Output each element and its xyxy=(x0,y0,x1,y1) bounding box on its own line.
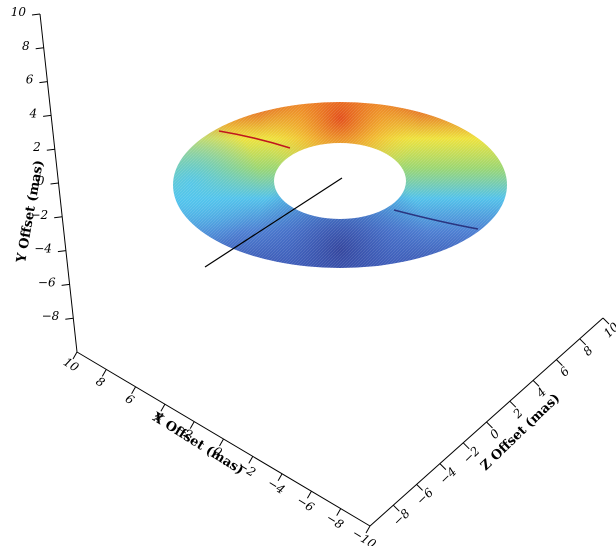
line-black xyxy=(204,177,343,268)
z-axis-tick xyxy=(462,442,470,450)
z-axis-tick-label: −8 xyxy=(390,506,413,529)
y-axis-tick-label: 10 xyxy=(11,5,27,19)
y-axis-tick xyxy=(50,182,59,185)
z-axis-tick xyxy=(392,504,400,512)
y-axis-tick-label: 2 xyxy=(32,140,41,154)
y-axis-tick xyxy=(61,283,70,286)
z-axis-tick xyxy=(486,421,493,429)
y-axis-tick-label: −2 xyxy=(30,208,48,222)
x-axis-tick xyxy=(72,351,78,360)
y-axis-tick-label: 4 xyxy=(28,106,37,120)
y-axis-tick xyxy=(65,317,74,320)
z-axis-tick-label: 8 xyxy=(580,343,595,359)
z-axis-tick xyxy=(556,359,563,366)
z-axis-tick-label: 10 xyxy=(601,320,616,341)
x-axis-tick xyxy=(306,490,312,499)
z-axis-tick xyxy=(602,317,610,325)
x-axis-tick-label: −4 xyxy=(265,476,287,497)
x-axis-tick xyxy=(336,508,342,516)
disk-surface xyxy=(150,95,530,280)
z-axis-tick-label: −6 xyxy=(414,485,437,508)
y-axis-tick xyxy=(39,81,48,84)
x-axis-tick xyxy=(365,525,371,534)
z-axis-tick xyxy=(532,380,540,387)
line-blue xyxy=(393,209,479,230)
x-axis-tick-label: −10 xyxy=(350,526,379,546)
z-axis-tick xyxy=(509,400,517,408)
y-axis-tick xyxy=(35,47,44,50)
y-axis-tick-label: 8 xyxy=(22,39,30,53)
z-axis-tick-label: 6 xyxy=(557,364,572,380)
axis-ticks xyxy=(31,13,610,534)
x-axis-tick xyxy=(131,386,137,395)
x-axis-tick-label: −8 xyxy=(324,511,347,532)
z-axis-tick xyxy=(439,463,447,470)
y-axis-tick-label: 6 xyxy=(26,73,34,87)
y-axis-tick-label: −4 xyxy=(34,242,52,256)
x-axis-tick xyxy=(277,473,283,482)
z-axis-tick xyxy=(416,484,423,491)
y-axis-tick xyxy=(57,250,66,253)
y-axis-tick-label: −8 xyxy=(42,309,60,323)
y-axis-tick xyxy=(54,216,63,219)
x-axis-tick-label: 10 xyxy=(61,355,82,375)
x-axis-tick-label: −6 xyxy=(294,493,317,514)
x-axis-tick-label: 6 xyxy=(123,391,137,407)
y-axis-tick-label: −6 xyxy=(38,275,56,289)
z-axis-tick-label: 0 xyxy=(487,426,502,442)
x-axis-tick xyxy=(101,369,107,377)
y-axis-tick xyxy=(43,114,52,117)
x-axis-tick xyxy=(219,438,224,447)
line-red xyxy=(218,130,291,149)
disk-mesh-texture xyxy=(150,95,530,280)
y-axis-tick-label: 0 xyxy=(37,174,45,188)
x-axis-tick-label: 8 xyxy=(93,374,107,390)
z-axis-tick-label: −4 xyxy=(437,465,459,487)
x-axis-tick xyxy=(248,456,254,464)
x-axis-tick xyxy=(160,403,166,412)
y-axis-tick xyxy=(46,148,55,151)
y-axis-tick xyxy=(31,13,41,16)
z-axis-tick xyxy=(579,338,587,346)
x-axis-tick xyxy=(189,421,195,429)
